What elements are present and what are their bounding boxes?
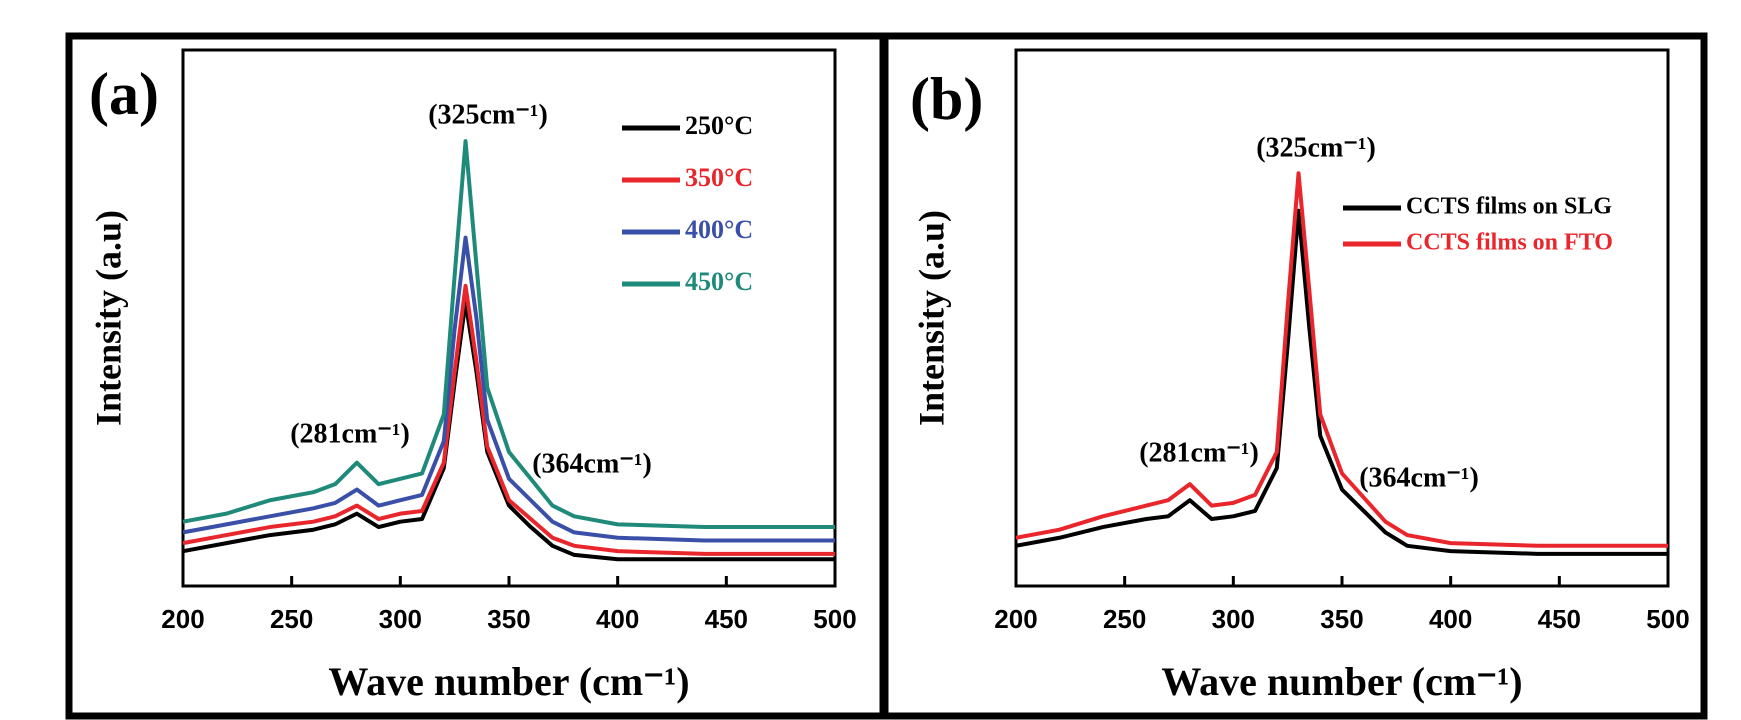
y-axis-title: Intensity (a.u) [911, 210, 951, 426]
x-tick-label: 300 [1212, 604, 1255, 634]
panel-label: (a) [89, 61, 159, 127]
spectrum-line [182, 299, 835, 562]
plot-frame [1014, 48, 1670, 588]
x-tick-label: 200 [161, 604, 204, 634]
peak-annotation: (281cm⁻¹) [1139, 437, 1259, 468]
panel-frame [881, 32, 1708, 720]
legend-label: 450°C [685, 267, 753, 296]
x-tick-label: 500 [1646, 604, 1689, 634]
spectrum-line [182, 283, 835, 556]
x-tick-label: 450 [1538, 604, 1581, 634]
legend-label: CCTS films on SLG [1406, 194, 1612, 220]
peak-annotation: (364cm⁻¹) [532, 448, 652, 479]
x-tick-label: 450 [705, 604, 748, 634]
legend-label: 250°C [685, 111, 753, 140]
x-tick-label: 200 [994, 604, 1037, 634]
x-tick-label: 350 [487, 604, 530, 634]
x-axis-title: Wave number (cm⁻¹) [328, 659, 689, 704]
peak-annotation: (364cm⁻¹) [1359, 462, 1479, 493]
peak-annotation: (325cm⁻¹) [1256, 132, 1376, 163]
peak-annotation: (325cm⁻¹) [428, 99, 548, 130]
x-tick-label: 300 [379, 604, 422, 634]
x-tick-label: 250 [270, 604, 313, 634]
x-axis-title: Wave number (cm⁻¹) [1161, 659, 1522, 704]
x-tick-label: 400 [596, 604, 639, 634]
legend-label: 350°C [685, 163, 753, 192]
x-tick-label: 250 [1103, 604, 1146, 634]
legend-label: CCTS films on FTO [1406, 230, 1613, 256]
spectrum-line [182, 235, 835, 543]
x-tick-label: 400 [1429, 604, 1472, 634]
panel-label: (b) [910, 66, 983, 132]
peak-annotation: (281cm⁻¹) [290, 418, 410, 449]
y-axis-title: Intensity (a.u) [88, 210, 128, 426]
legend-label: 400°C [685, 215, 753, 244]
spectrum-line [1015, 208, 1668, 556]
x-tick-label: 500 [813, 604, 856, 634]
spectrum-line [182, 139, 835, 530]
spectrum-line [1015, 171, 1668, 548]
x-tick-label: 350 [1320, 604, 1363, 634]
